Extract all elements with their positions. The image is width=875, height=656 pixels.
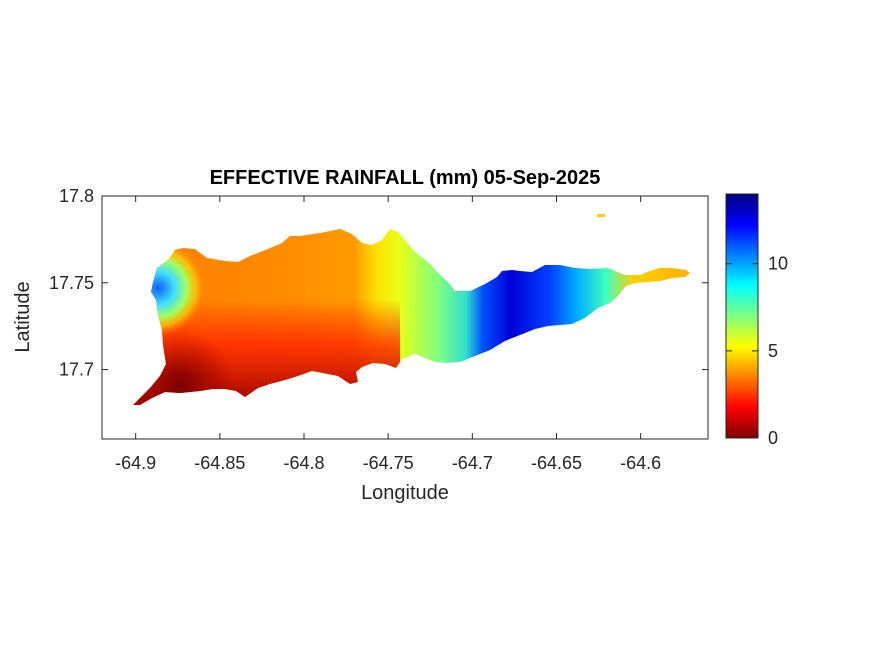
x-tick-label: -64.7 bbox=[452, 453, 493, 473]
colorbar-tick-label: 10 bbox=[768, 254, 788, 274]
y-axis-label: Latitude bbox=[12, 281, 34, 352]
colorbar-gradient bbox=[725, 193, 759, 439]
islet-mark bbox=[597, 214, 605, 217]
y-tick-label: 17.7 bbox=[59, 360, 94, 380]
colorbar-tick-label: 0 bbox=[768, 428, 778, 448]
x-tick-label: -64.8 bbox=[283, 453, 324, 473]
colorbar-ticks: 0 5 10 bbox=[726, 254, 788, 448]
chart-title: EFFECTIVE RAINFALL (mm) 05-Sep-2025 bbox=[210, 167, 601, 189]
x-tick-label: -64.65 bbox=[531, 453, 582, 473]
x-tick-label: -64.85 bbox=[194, 453, 245, 473]
y-tick-label: 17.8 bbox=[59, 186, 94, 206]
y-axis-ticks: 17.7 17.75 17.8 bbox=[49, 186, 708, 380]
x-tick-label: -64.6 bbox=[620, 453, 661, 473]
x-tick-label: -64.75 bbox=[363, 453, 414, 473]
colorbar-tick-label: 5 bbox=[768, 341, 778, 361]
y-tick-label: 17.75 bbox=[49, 273, 94, 293]
colorbar: 0 5 10 bbox=[725, 193, 788, 448]
x-axis-ticks: -64.9 -64.85 -64.8 -64.75 -64.7 -64.65 -64.6 bbox=[115, 196, 661, 473]
x-axis-label: Longitude bbox=[361, 482, 449, 504]
x-tick-label: -64.9 bbox=[115, 453, 156, 473]
